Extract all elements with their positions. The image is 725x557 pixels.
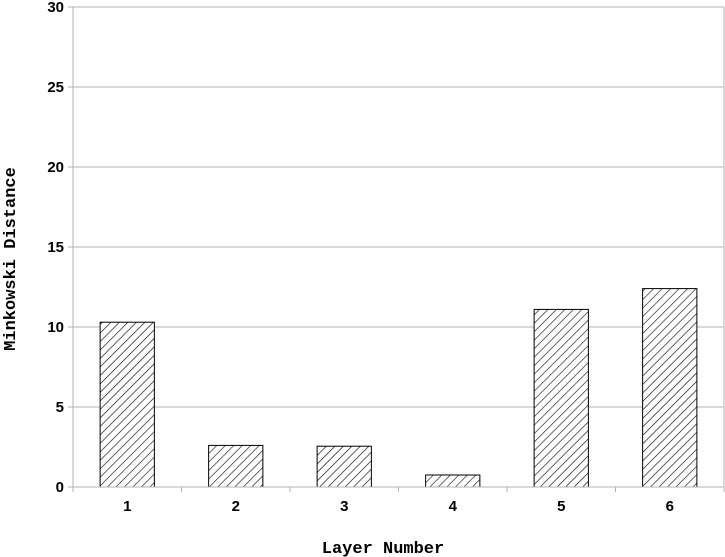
y-tick-labels: 0 5 10 15 20 25 30	[47, 0, 64, 496]
y-tick-label: 0	[56, 479, 64, 496]
x-tick-label: 3	[340, 498, 348, 515]
x-tick-label: 2	[232, 498, 240, 515]
x-tick-label: 4	[449, 498, 458, 515]
axes	[68, 6, 725, 492]
x-tick-label: 1	[123, 498, 131, 515]
gridlines	[73, 6, 725, 487]
y-tick-label: 15	[47, 239, 64, 256]
x-tick-labels: 1 2 3 4 5 6	[123, 498, 674, 515]
x-tick-label: 6	[666, 498, 674, 515]
bar-layer-6	[642, 288, 698, 488]
y-axis-title: Minkowski Distance	[2, 167, 21, 351]
y-tick-label: 25	[47, 79, 64, 96]
y-tick-label: 10	[47, 319, 64, 336]
y-tick-label: 30	[47, 0, 64, 16]
bar-layer-3	[316, 445, 372, 488]
bar-layer-4	[425, 474, 481, 488]
bar-layer-5	[533, 308, 589, 488]
x-axis-title: Layer Number	[322, 540, 444, 557]
y-tick-label: 5	[56, 399, 64, 416]
y-tick-label: 20	[47, 159, 64, 176]
x-tick-label: 5	[557, 498, 565, 515]
bar-layer-2	[208, 444, 264, 488]
bar-layer-1	[99, 321, 155, 488]
bars	[99, 288, 698, 488]
